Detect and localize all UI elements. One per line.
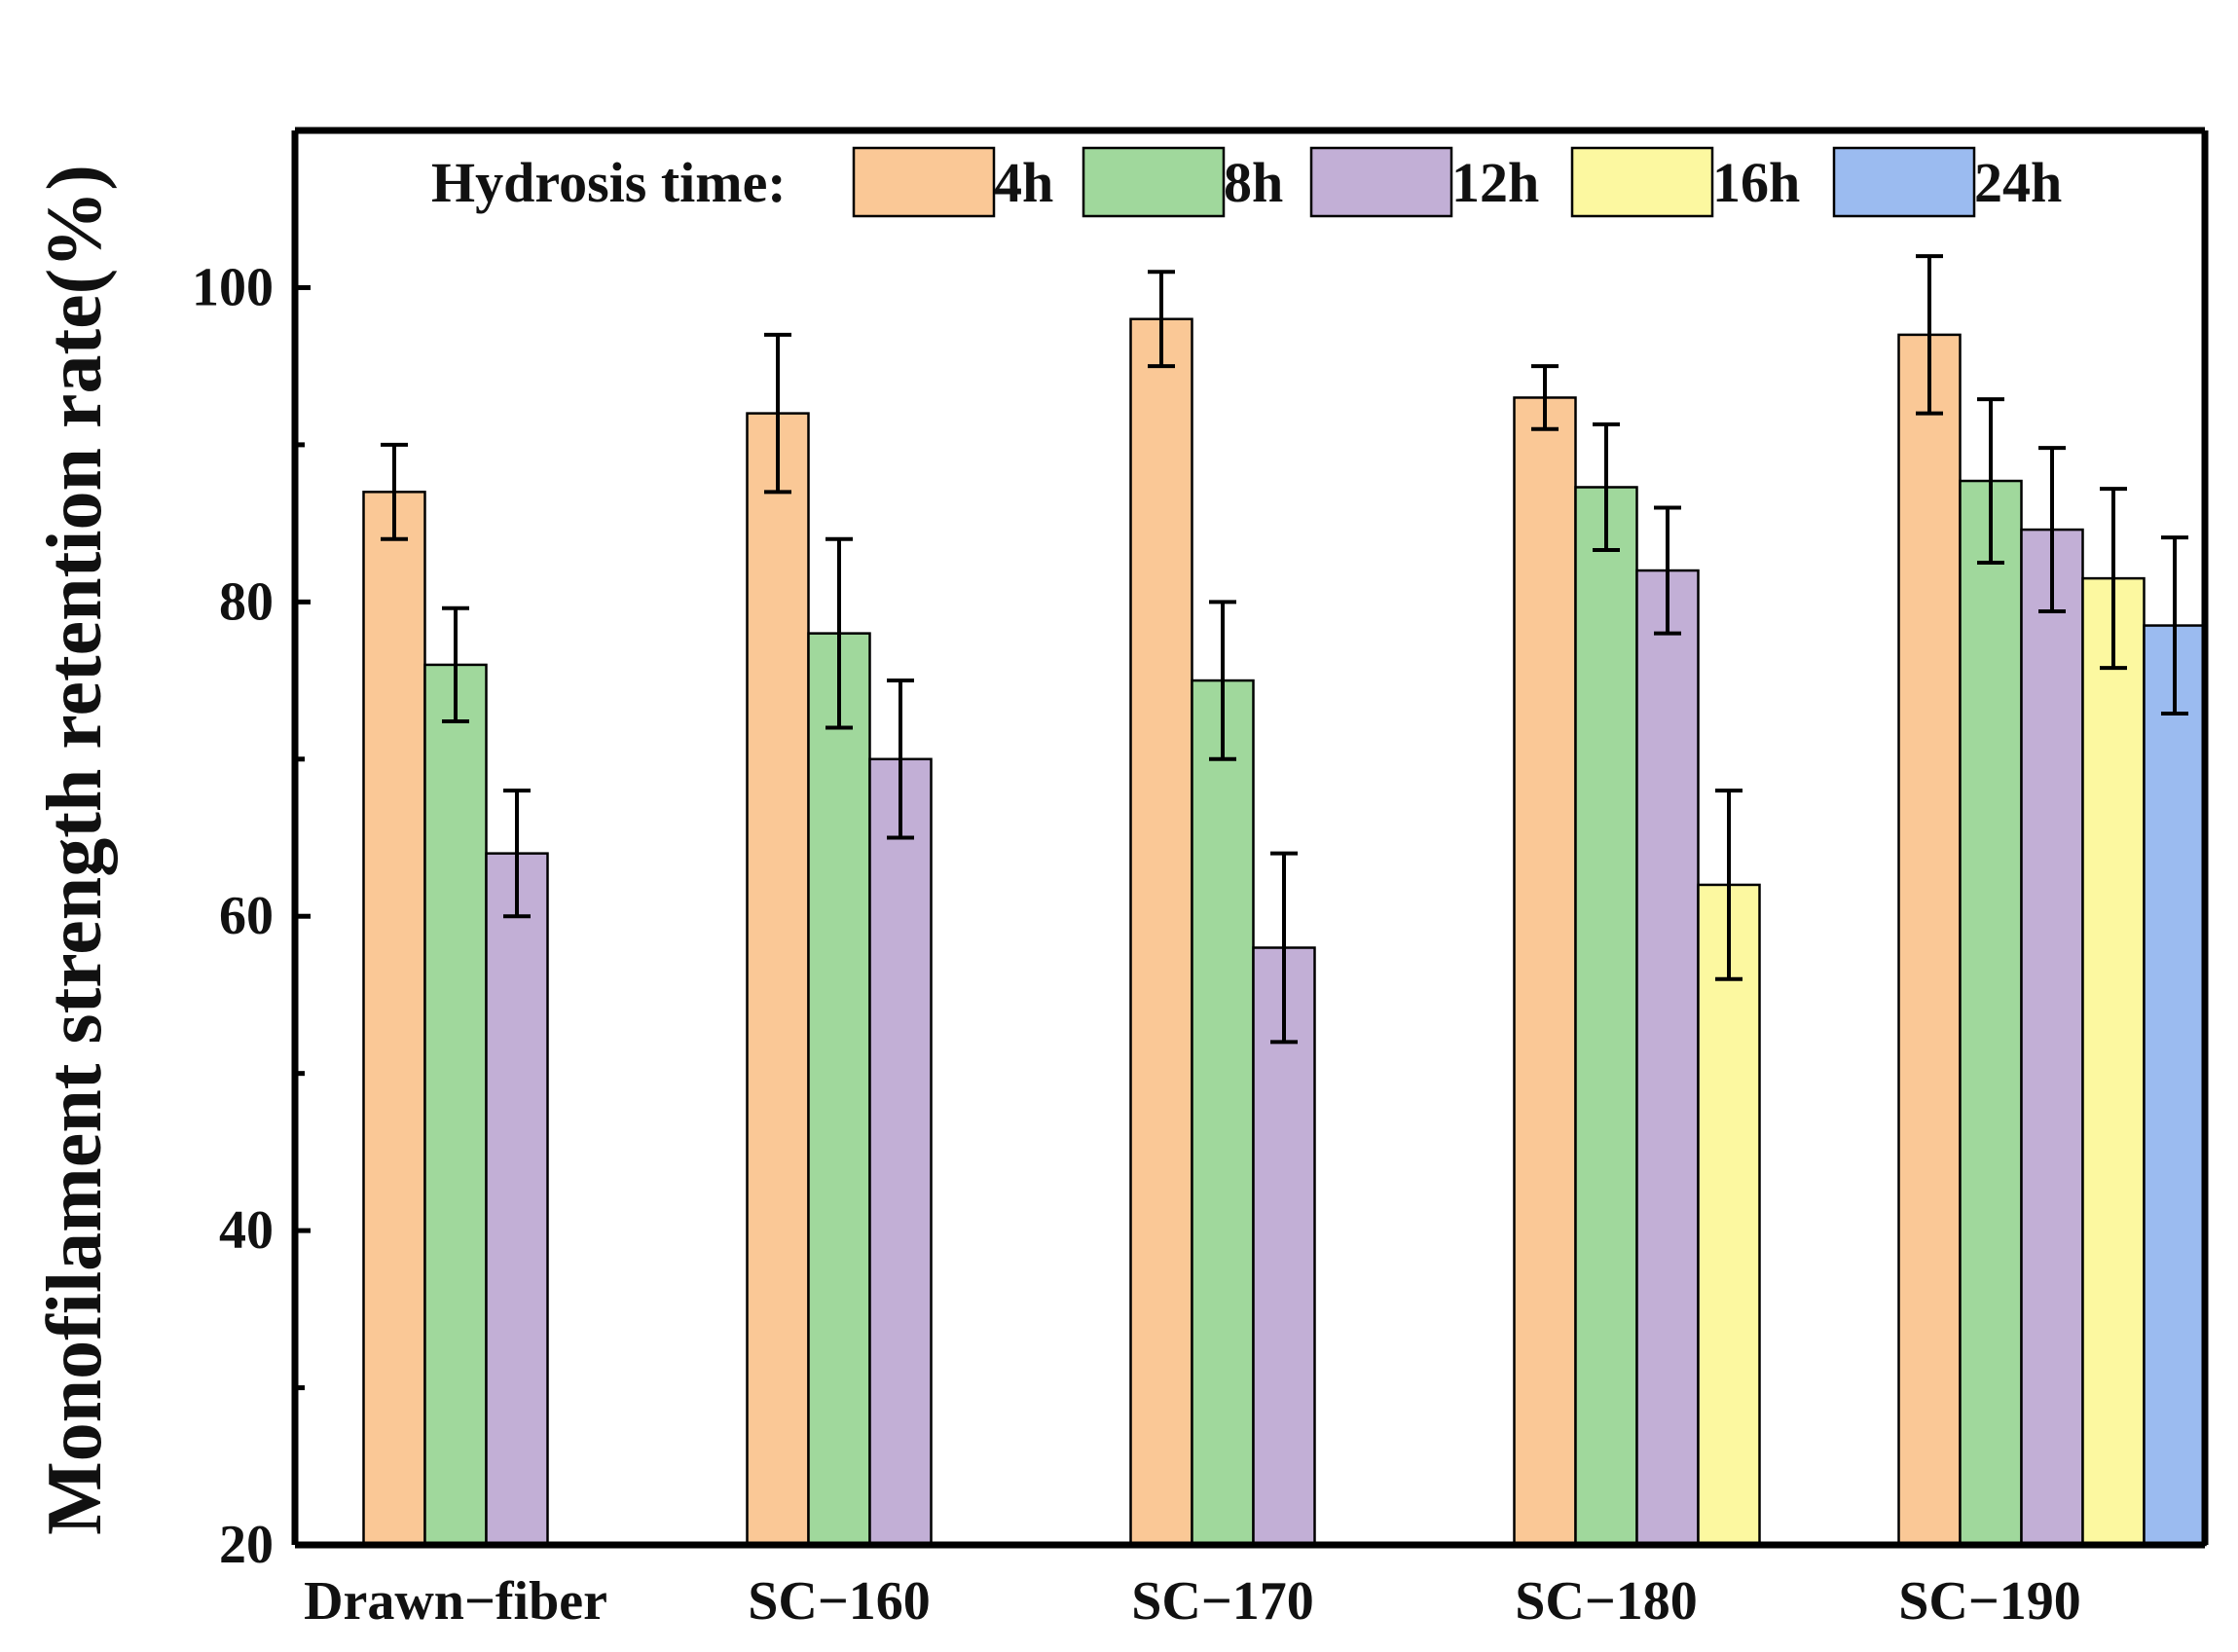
x-category-label: Drawn−fiber (304, 1571, 607, 1632)
x-category-label: SC−180 (1515, 1571, 1698, 1632)
legend-swatch-8h (1082, 146, 1226, 218)
legend-title: Hydrosis time: (431, 151, 787, 214)
bar-4h-2 (1129, 317, 1193, 1547)
legend-swatch-4h (852, 146, 996, 218)
x-category-label: SC−170 (1131, 1571, 1314, 1632)
y-tick-label: 40 (219, 1200, 274, 1261)
bar-12h-2 (1252, 946, 1316, 1547)
legend-swatch-16h (1570, 146, 1714, 218)
bar-8h-0 (423, 663, 488, 1547)
bar-4h-3 (1513, 396, 1577, 1547)
x-category-label: SC−190 (1898, 1571, 2081, 1632)
bar-12h-3 (1635, 569, 1700, 1547)
legend-label-16h: 16h (1712, 151, 1800, 214)
legend-swatch-12h (1309, 146, 1453, 218)
plot-area: 20 40 60 80 100 Drawn−fiber SC−160 SC−170 SC−180… (192, 257, 2081, 1632)
legend: Hydrosis time: 4h 8h 12h 16h 24h (431, 146, 2062, 218)
legend-label-12h: 12h (1451, 151, 1539, 214)
legend-swatch-24h (1832, 146, 1976, 218)
y-tick-label: 80 (219, 571, 274, 632)
legend-label-4h: 4h (994, 151, 1053, 214)
bar-4h-4 (1897, 333, 1962, 1547)
bar-24h-4 (2143, 624, 2207, 1547)
bar-12h-4 (2020, 528, 2084, 1547)
bar-4h-0 (362, 491, 426, 1547)
axes-frame (291, 127, 2209, 1549)
y-tick-label: 60 (219, 886, 274, 946)
bar-16h-3 (1697, 883, 1761, 1547)
legend-label-24h: 24h (1974, 151, 2062, 214)
y-tick-label: 20 (219, 1515, 274, 1575)
bar-4h-1 (746, 412, 810, 1547)
y-tick-label: 100 (192, 257, 274, 317)
bar-8h-3 (1574, 486, 1638, 1547)
bar-8h-2 (1191, 679, 1255, 1547)
x-category-label: SC−160 (748, 1571, 931, 1632)
bar-8h-1 (807, 632, 871, 1547)
y-axis-title: Monofilament strength retention rate(%) (32, 165, 118, 1535)
bar-12h-1 (868, 757, 933, 1547)
bar-16h-4 (2081, 576, 2146, 1547)
bars (362, 254, 2207, 1547)
legend-label-8h: 8h (1224, 151, 1283, 214)
bar-8h-4 (1959, 479, 2023, 1547)
bar-12h-0 (485, 852, 549, 1547)
